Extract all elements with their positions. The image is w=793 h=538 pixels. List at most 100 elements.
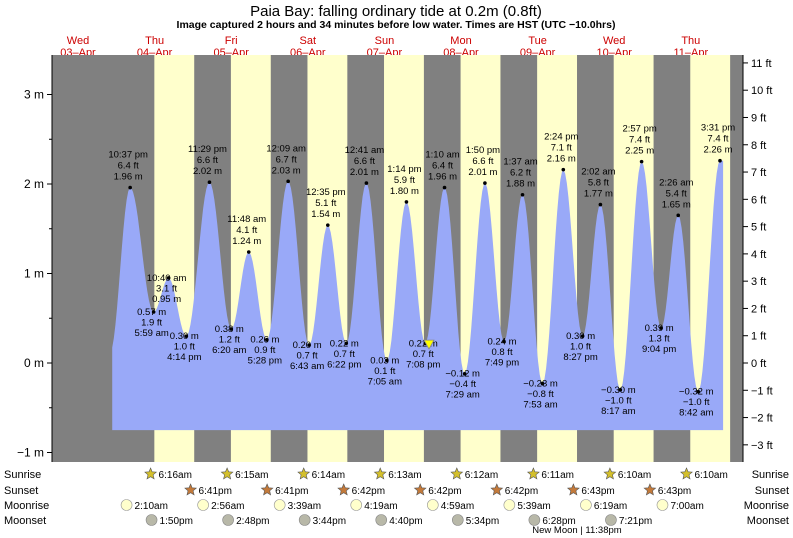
tide-label: 4.1 ft <box>236 225 257 236</box>
tide-point <box>502 339 506 344</box>
moonrise-icon <box>426 499 439 511</box>
tide-label: 7:29 am <box>445 390 479 401</box>
moonset-time: 2:48pm <box>236 516 269 527</box>
moonrise-time: 2:10am <box>135 501 168 512</box>
tide-label: 2:02 am <box>581 167 615 178</box>
tide-point <box>307 343 311 347</box>
tide-label: −0.30 m <box>601 385 636 396</box>
moonset-icon <box>451 514 464 526</box>
right-axis-label: 10 ft <box>751 85 772 97</box>
sunset-time: 6:42pm <box>505 486 538 497</box>
sunrise-icon <box>603 467 617 480</box>
moonset-icon <box>528 514 541 526</box>
right-axis-label: 4 ft <box>751 249 766 261</box>
plot-area: 10:37 pm6.4 ft1.96 m0.57 m1.9 ft5:59 am1… <box>52 55 743 462</box>
tide-point <box>151 310 156 314</box>
tide-label: 1.80 m <box>390 186 419 197</box>
tide-point <box>659 326 663 330</box>
tide-label: 8:17 am <box>601 406 635 417</box>
tide-label: 6.6 ft <box>354 156 375 167</box>
sunrise-icon <box>297 467 311 480</box>
tide-label: 1.96 m <box>428 172 457 183</box>
sunset-icon <box>643 483 657 496</box>
tide-label: 1:10 am <box>425 150 459 161</box>
tide-label: 0.9 ft <box>254 345 275 356</box>
tide-label: 0.57 m <box>137 307 166 318</box>
sunrise-time: 6:14am <box>312 470 345 481</box>
moonrise-time: 2:56am <box>211 501 244 512</box>
tide-label: 0.8 ft <box>491 347 512 358</box>
tide-point <box>580 334 585 338</box>
tide-label: 1.54 m <box>311 209 340 220</box>
tide-point <box>229 327 234 331</box>
moonset-time: 6:28pm <box>542 516 575 527</box>
day-header-dow: Fri <box>225 35 238 47</box>
tide-label: 5:28 pm <box>248 356 282 367</box>
tide-label: 3:31 pm <box>701 123 735 134</box>
tide-label: 2:57 pm <box>622 124 656 135</box>
moonset-time: 5:34pm <box>466 516 499 527</box>
sunset-icon <box>337 483 351 496</box>
tide-label: 1.3 ft <box>649 334 670 345</box>
tide-label: 0.26 m <box>250 335 279 346</box>
tide-label: 2:24 pm <box>544 132 578 143</box>
tide-label: 5.1 ft <box>315 198 336 209</box>
tide-label: −0.8 ft <box>527 389 554 400</box>
sunrise-time: 6:12am <box>465 470 498 481</box>
moonrise-icon <box>656 499 669 511</box>
moonrise-time: 6:19am <box>594 501 627 512</box>
tide-label: 3.1 ft <box>156 283 177 294</box>
tide-label: 6.6 ft <box>472 156 493 167</box>
tide-label: 2:26 am <box>659 177 693 188</box>
tide-label: 7:53 am <box>523 400 557 411</box>
tide-label: 0.30 m <box>566 331 595 342</box>
sunset-icon <box>184 483 198 496</box>
tide-label: 1.24 m <box>232 236 261 247</box>
tide-label: 6.2 ft <box>510 168 531 179</box>
tide-label: 5.4 ft <box>666 188 687 199</box>
tide-label: 0.38 m <box>215 324 244 335</box>
right-axis-label: 11 ft <box>751 58 772 70</box>
moonrise-time: 4:19am <box>364 501 397 512</box>
moonset-time: 7:21pm <box>619 516 652 527</box>
right-axis-label: 7 ft <box>751 167 766 179</box>
current-tide-marker <box>423 339 435 350</box>
tide-label: 5.9 ft <box>394 175 415 186</box>
tide-label: 6.6 ft <box>197 155 218 166</box>
sunrise-time: 6:10am <box>694 470 727 481</box>
tide-label: 0.95 m <box>152 294 181 305</box>
tide-label: 6:43 am <box>290 361 324 372</box>
moonset-icon <box>222 514 234 526</box>
tide-label: 6:20 am <box>212 345 246 356</box>
sunset-time: 6:41pm <box>199 486 232 497</box>
tide-label: 7:08 pm <box>406 359 440 370</box>
tide-label: 1.9 ft <box>141 317 162 328</box>
tide-label: 0.1 ft <box>374 366 395 377</box>
day-header-dow: Wed <box>67 35 89 47</box>
tide-point <box>344 341 349 346</box>
moonrise-time: 3:39am <box>288 501 321 512</box>
tide-label: 11:29 pm <box>188 144 227 155</box>
right-axis-label: −2 ft <box>751 413 773 425</box>
tide-label: 8:42 am <box>679 408 713 419</box>
sunset-time: 6:41pm <box>275 486 308 497</box>
tide-label: 6:22 pm <box>327 359 361 370</box>
left-axis-label: 0 m <box>24 356 44 370</box>
tide-label: 8:27 pm <box>563 352 597 363</box>
tide-label: 7.4 ft <box>629 135 650 146</box>
new-moon-note: New Moon | 11:38pm <box>532 525 622 536</box>
tide-point <box>265 337 269 342</box>
sunrise-time: 6:16am <box>159 470 192 481</box>
tide-label: 2.01 m <box>468 167 497 178</box>
sunrise-time: 6:11am <box>541 470 574 481</box>
tide-label: 12:35 pm <box>306 187 346 198</box>
day-header-dow: Sat <box>300 35 317 47</box>
tide-label: 2.02 m <box>193 166 222 177</box>
moonset-time: 4:40pm <box>389 516 422 527</box>
tide-label: 5:59 am <box>134 328 168 339</box>
tide-point <box>326 223 330 227</box>
moonset-time: 3:44pm <box>313 516 346 527</box>
row-label-left: Sunset <box>4 485 38 497</box>
moonrise-icon <box>350 499 363 511</box>
